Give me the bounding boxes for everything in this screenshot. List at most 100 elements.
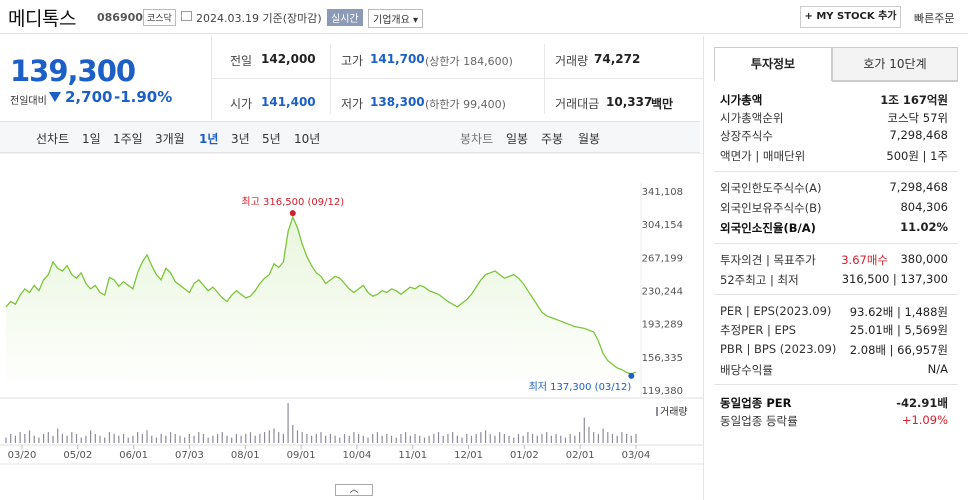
period-5y[interactable]: 5년 [262, 132, 281, 146]
down-triangle-icon [49, 92, 61, 102]
info-row: 외국인보유주식수(B) 804,306 [720, 200, 948, 218]
volume-bar [38, 437, 40, 443]
stock-name: 메디톡스 [8, 8, 76, 30]
info-row: 시가총액순위 코스닥 57위 [720, 110, 948, 128]
volume-bar [94, 433, 96, 443]
volume-bar [499, 432, 501, 443]
amount-label: 거래대금 [555, 97, 600, 111]
y-tick-label: 193,289 [642, 320, 683, 331]
info-key: PBR | BPS (2023.09) [720, 342, 837, 356]
info-row: 시가총액 1조 167억원 [720, 92, 948, 110]
volume-value: 74,272 [594, 52, 641, 66]
open-label: 시가 [230, 97, 253, 111]
info-key: 외국인보유주식수(B) [720, 201, 822, 215]
volume-bar [574, 435, 576, 443]
volume-legend-mark [656, 407, 658, 416]
volume-bar [400, 433, 402, 443]
base-date: 2024.03.19 기준(장마감) [196, 12, 322, 25]
period-1w[interactable]: 1주일 [113, 132, 143, 146]
info-row: 상장주식수 7,298,468 [720, 128, 948, 146]
volume-bar [306, 433, 308, 443]
volume-bar [508, 435, 510, 443]
opinion-value: 3.67매수 [841, 253, 888, 267]
volume-bar [90, 430, 92, 443]
volume-bar [419, 435, 421, 443]
volume-bar [249, 432, 252, 443]
volume-bar [75, 433, 78, 443]
volume-bar [19, 432, 21, 443]
volume-bar [155, 437, 158, 443]
candle-weekly[interactable]: 주봉 [541, 132, 564, 146]
volume-bar [414, 433, 416, 443]
volume-bar [616, 435, 618, 443]
volume-bar [122, 433, 125, 443]
price-line [5, 215, 637, 375]
volume-bar [390, 435, 393, 443]
info-value: 7,298,468 [889, 128, 948, 142]
info-value: 316,500 | 137,300 [841, 272, 948, 286]
volume-bar [47, 432, 49, 443]
tab-orderbook[interactable]: 호가 10단계 [832, 47, 958, 81]
volume-bar [188, 433, 190, 443]
volume-bar [564, 437, 567, 443]
high-value: 141,700 [370, 52, 425, 66]
volume-bar [169, 432, 172, 443]
divider [832, 81, 958, 82]
divider [544, 44, 545, 114]
volume-bar [66, 435, 68, 443]
investment-info-panel [703, 36, 968, 500]
candle-monthly[interactable]: 월봉 [578, 132, 601, 146]
volume-bar [287, 403, 289, 443]
volume-bar [560, 435, 562, 443]
volume-bar [207, 437, 209, 443]
info-row: 동일업종 등락률 +1.09% [720, 413, 948, 431]
prev-close-label: 전일 [230, 54, 253, 68]
volume-bar [104, 437, 106, 443]
info-value: 11.02% [900, 220, 948, 234]
period-3m[interactable]: 3개월 [155, 132, 185, 146]
info-key: 52주최고 | 최저 [720, 273, 799, 287]
x-tick-label: 08/01 [231, 450, 260, 461]
tab-investment-info[interactable]: 투자정보 [714, 47, 832, 81]
realtime-button[interactable]: 실시간 [327, 9, 363, 26]
volume-bar [550, 435, 552, 443]
volume-bar [536, 435, 538, 443]
period-10y[interactable]: 10년 [294, 132, 321, 146]
volume-bar [583, 417, 585, 443]
volume-bar [174, 433, 176, 443]
volume-bar [470, 435, 473, 443]
volume-bar [635, 433, 637, 443]
volume-bar [489, 433, 491, 443]
x-tick-label: 05/02 [63, 450, 92, 461]
volume-bar [405, 432, 407, 443]
period-3y[interactable]: 3년 [231, 132, 250, 146]
info-value: 25.01배 | 5,569원 [849, 323, 948, 337]
period-1d[interactable]: 1일 [82, 132, 101, 146]
volume-bar [456, 435, 458, 443]
info-row: 배당수익률 N/A [720, 362, 948, 380]
volume-bar [315, 433, 317, 443]
period-1y[interactable]: 1년 [199, 132, 219, 146]
volume-bar [522, 435, 524, 443]
volume-bar [630, 435, 632, 443]
volume-bar [71, 432, 73, 443]
amount-value: 10,337 [606, 95, 653, 109]
company-info-dropdown[interactable]: 기업개요 ▾ [368, 9, 423, 28]
x-tick-label: 10/04 [342, 450, 371, 461]
stock-header [0, 0, 968, 34]
volume-bar [334, 435, 336, 443]
add-mystock-button[interactable]: + MY STOCK 추가 [800, 6, 901, 28]
price-chart[interactable]: 341,108 304,154 267,199 230,244 193,289 156,3… [0, 153, 703, 500]
volume-bar [447, 433, 449, 443]
volume-bar [546, 432, 548, 443]
quick-order-button[interactable]: 빠른주문 [914, 12, 955, 25]
volume-bar [151, 435, 153, 443]
info-value: 804,306 [900, 200, 948, 214]
volume-bar [555, 433, 557, 443]
collapse-button[interactable]: ︿ [335, 484, 373, 496]
info-row: 52주최고 | 최저 316,500 | 137,300 [720, 272, 948, 290]
candle-daily[interactable]: 일봉 [506, 132, 529, 146]
info-key: 동일업종 PER [720, 396, 792, 410]
volume-bar [362, 435, 364, 443]
info-row: 투자의견 | 목표주가 380,000 3.67매수 [720, 252, 948, 270]
